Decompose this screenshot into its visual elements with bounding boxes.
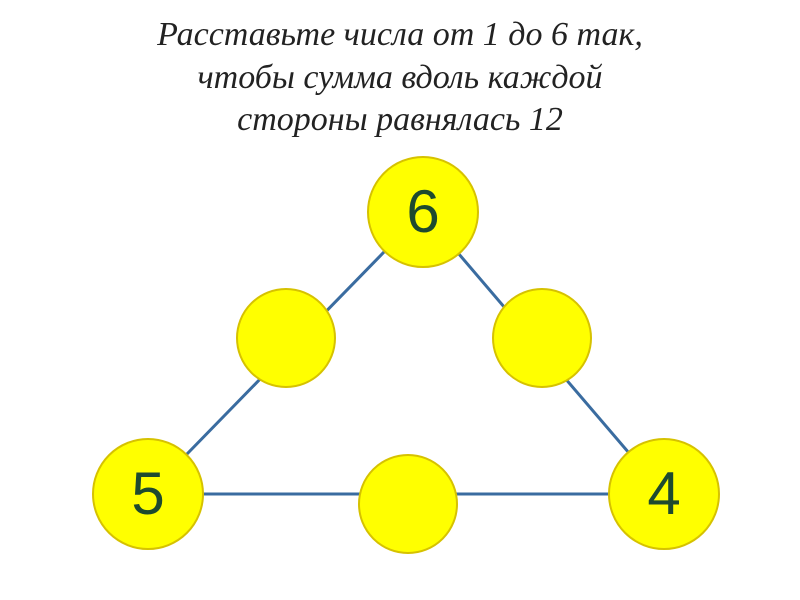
node-bottom-mid [358,454,458,554]
node-bottom-left: 5 [92,438,204,550]
title-block: Расставьте числа от 1 до 6 так, чтобы су… [0,0,800,142]
node-left-mid [236,288,336,388]
node-right-mid [492,288,592,388]
node-label-bottom-left: 5 [131,459,164,528]
triangle-diagram: 6 5 4 [0,142,800,562]
node-bottom-right: 4 [608,438,720,550]
node-label-bottom-right: 4 [647,459,680,528]
title-line-1: Расставьте числа от 1 до 6 так, [40,14,760,57]
title-line-2: чтобы сумма вдоль каждой [40,57,760,100]
title-line-3: стороны равнялась 12 [40,99,760,142]
node-top: 6 [367,156,479,268]
node-label-top: 6 [406,177,439,246]
